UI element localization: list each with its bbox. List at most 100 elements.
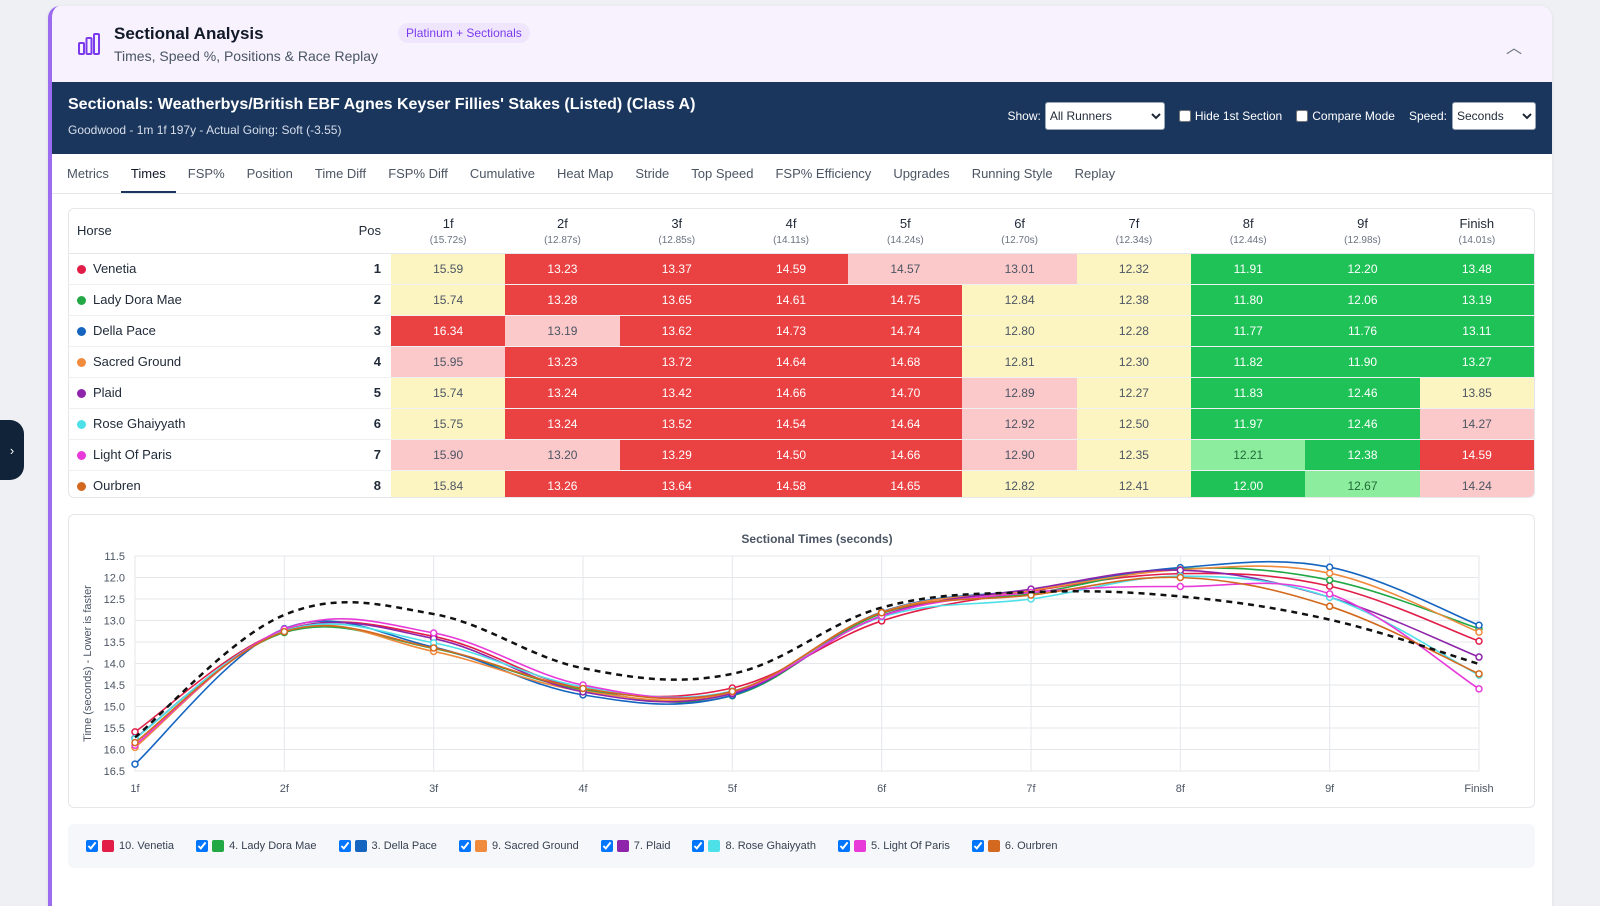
horse-name[interactable]: Light Of Paris — [93, 447, 172, 462]
plan-badge: Platinum + Sectionals — [398, 23, 530, 43]
horse-name[interactable]: Rose Ghaiyyath — [93, 416, 186, 431]
hide-first-section-checkbox[interactable] — [1178, 110, 1191, 122]
tab-fsp[interactable]: FSP% — [187, 166, 225, 181]
time-cell: 15.59 — [391, 253, 506, 285]
section-column-label: 3f — [671, 215, 683, 231]
section-column-label: Finish — [1459, 215, 1495, 231]
horse-name[interactable]: Plaid — [93, 385, 122, 400]
legend-item[interactable]: 7. Plaid — [600, 840, 670, 852]
time-cell: 11.77 — [1191, 315, 1306, 347]
legend-checkbox[interactable] — [338, 840, 351, 852]
legend-checkbox[interactable] — [600, 840, 613, 852]
legend-item[interactable]: 6. Ourbren — [971, 840, 1057, 852]
section-column-header: 7f (12.34s) — [1076, 209, 1192, 254]
time-cell: 13.19 — [1419, 284, 1534, 316]
time-cell: 13.24 — [505, 377, 620, 409]
legend-checkbox[interactable] — [86, 840, 98, 852]
sidebar-expand-button[interactable]: › — [0, 420, 24, 480]
section-column-label: 7f — [1128, 215, 1140, 231]
tab-time-diff[interactable]: Time Diff — [314, 166, 367, 181]
time-cell: 15.90 — [391, 439, 506, 471]
section-standard-time: (15.72s) — [429, 234, 467, 246]
data-point — [1176, 566, 1185, 574]
section-standard-time: (14.01s) — [1458, 234, 1496, 246]
legend-checkbox[interactable] — [971, 840, 984, 852]
time-cell: 14.59 — [1419, 439, 1534, 471]
speed-unit-select[interactable]: Seconds — [1452, 102, 1536, 130]
tab-fsp-diff[interactable]: FSP% Diff — [388, 166, 448, 181]
tab-replay[interactable]: Replay — [1074, 166, 1116, 181]
section-column-header: 2f (12.87s) — [505, 209, 620, 254]
time-cell: 14.59 — [733, 253, 849, 285]
tab-cumulative[interactable]: Cumulative — [469, 166, 535, 181]
horse-color-dot — [77, 265, 86, 274]
time-cell: 15.74 — [391, 284, 506, 316]
legend-checkbox[interactable] — [196, 840, 209, 852]
data-point — [728, 687, 737, 696]
time-cell: 13.62 — [619, 315, 734, 347]
tab-fsp-efficiency[interactable]: FSP% Efficiency — [775, 166, 872, 181]
legend-checkbox[interactable] — [837, 840, 850, 852]
x-tick-label: 3f — [429, 783, 439, 795]
legend-swatch — [212, 840, 225, 852]
tab-position[interactable]: Position — [246, 166, 293, 181]
tab-upgrades[interactable]: Upgrades — [893, 166, 950, 181]
hide-first-section-toggle[interactable]: Hide 1st Section — [1178, 109, 1283, 123]
hide-first-section-label: Hide 1st Section — [1194, 109, 1283, 123]
position-cell: 8 — [351, 470, 391, 497]
sectional-analysis-card: Sectional Analysis Times, Speed %, Posit… — [48, 6, 1552, 906]
tab-metrics[interactable]: Metrics — [67, 166, 109, 181]
x-tick-label: 7f — [1026, 783, 1036, 795]
time-cell: 15.75 — [391, 408, 506, 440]
legend-item[interactable]: 5. Light Of Paris — [837, 840, 950, 852]
section-standard-time: (12.87s) — [544, 234, 581, 246]
data-point — [1325, 563, 1334, 571]
legend-swatch — [708, 840, 721, 852]
legend-item[interactable]: 3. Della Pace — [338, 840, 437, 852]
time-cell: 14.24 — [1419, 470, 1534, 497]
legend-item[interactable]: 4. Lady Dora Mae — [196, 840, 317, 852]
section-header[interactable]: Sectional Analysis Times, Speed %, Posit… — [52, 6, 1552, 82]
time-cell: 12.06 — [1305, 284, 1420, 316]
horse-cell: Rose Ghaiyyath — [69, 408, 351, 440]
legend-item[interactable]: 10. Venetia — [86, 840, 174, 852]
time-cell: 14.74 — [848, 315, 963, 347]
chevron-up-icon[interactable]: ︿ — [1505, 40, 1522, 57]
compare-mode-toggle[interactable]: Compare Mode — [1296, 109, 1395, 123]
section-subtitle: Times, Speed %, Positions & Race Replay — [114, 48, 379, 64]
legend-checkbox[interactable] — [692, 840, 705, 852]
section-standard-time: (14.24s) — [886, 234, 924, 246]
time-cell: 14.66 — [733, 377, 849, 409]
show-runners-select[interactable]: All Runners — [1044, 102, 1165, 130]
horse-cell: Plaid — [69, 377, 351, 409]
compare-mode-checkbox[interactable] — [1296, 110, 1309, 122]
time-cell: 14.66 — [848, 439, 963, 471]
table-row: Ourbren 8 15.84 13.26 13.64 14.58 14.65 12.82 12… — [69, 470, 1534, 497]
horse-name[interactable]: Venetia — [93, 261, 137, 276]
tab-top-speed[interactable]: Top Speed — [691, 166, 754, 181]
table-header-row: Horse Pos 1f (15.72s) 2f (12.87s) 3f (12.85s)… — [69, 209, 1534, 254]
data-point — [579, 684, 587, 693]
tab-stride[interactable]: Stride — [635, 166, 670, 181]
time-cell: 13.11 — [1419, 315, 1534, 347]
legend-swatch — [102, 840, 114, 852]
section-heading: Sectional Analysis Times, Speed %, Posit… — [114, 24, 378, 64]
horse-name[interactable]: Sacred Ground — [93, 354, 182, 369]
legend-swatch — [354, 840, 367, 852]
tab-times[interactable]: Times — [120, 166, 176, 193]
data-point — [1325, 582, 1334, 590]
analysis-tabs: Metrics Times FSP% Position Time Diff FSP% Di… — [52, 154, 1552, 194]
legend-checkbox[interactable] — [458, 840, 471, 852]
horse-name[interactable]: Della Pace — [93, 323, 156, 338]
horse-name[interactable]: Ourbren — [93, 478, 141, 493]
time-cell: 13.26 — [505, 470, 620, 497]
tab-heat-map[interactable]: Heat Map — [556, 166, 614, 181]
horse-name[interactable]: Lady Dora Mae — [93, 292, 182, 307]
legend-item[interactable]: 9. Sacred Ground — [458, 840, 579, 852]
x-tick-label: 6f — [877, 783, 887, 795]
data-point — [131, 728, 139, 736]
legend-item[interactable]: 8. Rose Ghaiyyath — [692, 840, 816, 852]
section-column-header: 8f (12.44s) — [1191, 209, 1306, 254]
position-cell: 4 — [351, 346, 391, 378]
tab-running-style[interactable]: Running Style — [971, 166, 1053, 181]
